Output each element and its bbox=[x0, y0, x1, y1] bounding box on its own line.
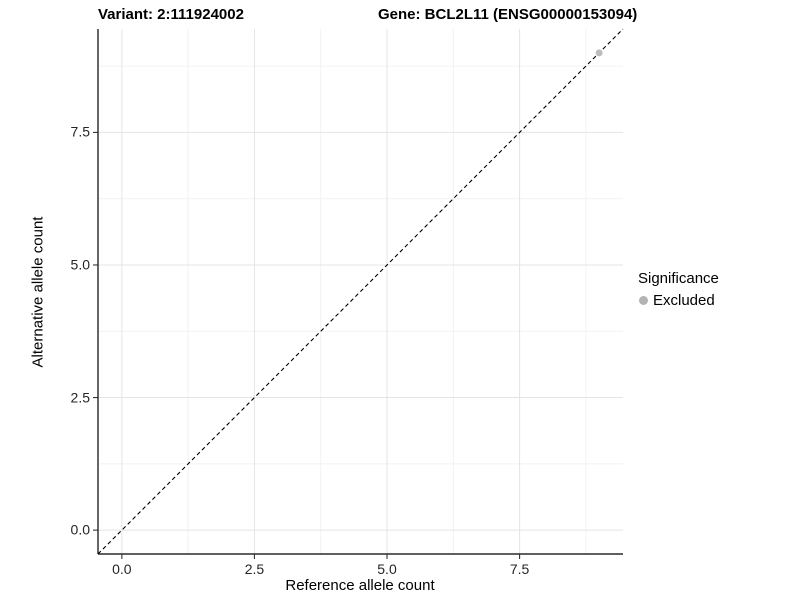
y-tick-label: 7.5 bbox=[70, 123, 90, 140]
variant-title: Variant: 2:111924002 bbox=[98, 6, 244, 23]
y-axis-title: Alternative allele count bbox=[29, 216, 47, 368]
x-tick-label: 7.5 bbox=[509, 561, 530, 577]
x-tick-label: 5.0 bbox=[377, 561, 397, 577]
y-tick-label: 2.5 bbox=[70, 389, 90, 406]
y-tick-label: 5.0 bbox=[70, 256, 90, 273]
legend-title: Significance bbox=[638, 270, 719, 287]
legend: Significance Excluded bbox=[638, 270, 719, 309]
x-tick-label: 0.0 bbox=[112, 561, 132, 577]
x-tick-label: 2.5 bbox=[244, 561, 265, 577]
gene-title: Gene: BCL2L11 (ENSG00000153094) bbox=[378, 6, 638, 23]
legend-item-label: Excluded bbox=[653, 291, 715, 309]
legend-key bbox=[634, 291, 652, 309]
data-point bbox=[595, 49, 603, 57]
y-tick-label: 0.0 bbox=[70, 521, 90, 538]
x-axis-title: Reference allele count bbox=[285, 577, 435, 594]
legend-item-excluded: Excluded bbox=[638, 291, 719, 309]
identity-reference-line bbox=[97, 28, 624, 555]
excluded-point-icon bbox=[638, 295, 648, 305]
